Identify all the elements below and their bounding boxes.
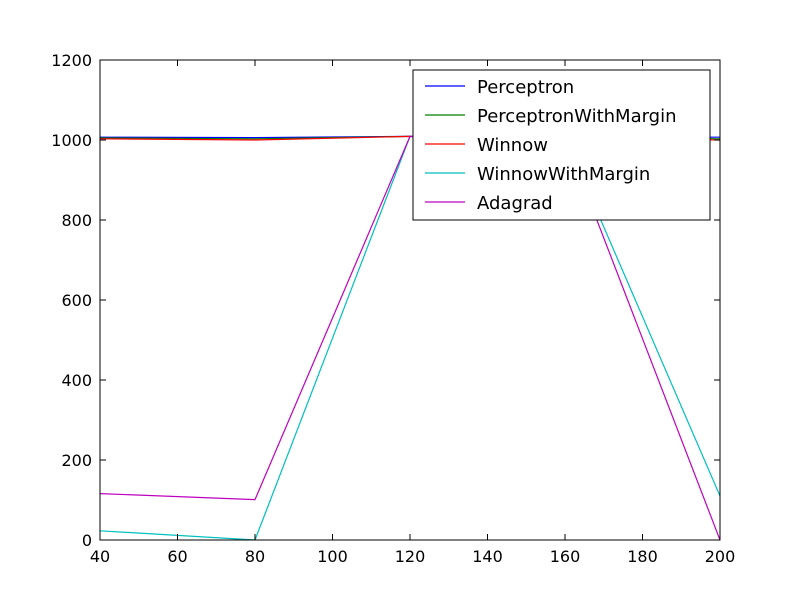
axis-ticks: 40 60 80 100 120 140 160 180 200 0 200 400 600 800 100… [51, 51, 735, 566]
x-tick-label: 60 [167, 547, 187, 566]
x-tick-label: 200 [705, 547, 736, 566]
x-tick-label: 100 [317, 547, 348, 566]
legend-label: Perceptron [477, 77, 574, 98]
y-tick-label: 800 [61, 211, 92, 230]
legend-label: Adagrad [477, 193, 553, 214]
x-tick-label: 120 [395, 547, 426, 566]
x-tick-label: 160 [550, 547, 581, 566]
y-tick-label: 200 [61, 451, 92, 470]
x-tick-label: 80 [245, 547, 265, 566]
x-tick-label: 180 [627, 547, 658, 566]
legend: Perceptron PerceptronWithMargin Winnow Winn… [412, 69, 711, 221]
y-tick-label: 400 [61, 371, 92, 390]
y-tick-label: 0 [82, 531, 92, 550]
y-tick-label: 1000 [51, 131, 92, 150]
legend-box [412, 69, 711, 221]
series-line-adagrad [100, 135, 720, 540]
y-tick-label: 1200 [51, 51, 92, 70]
x-tick-label: 40 [90, 547, 110, 566]
x-tick-label: 140 [472, 547, 503, 566]
legend-label: PerceptronWithMargin [477, 106, 677, 127]
legend-label: WinnowWithMargin [477, 164, 650, 185]
legend-label: Winnow [477, 135, 548, 156]
y-tick-label: 600 [61, 291, 92, 310]
